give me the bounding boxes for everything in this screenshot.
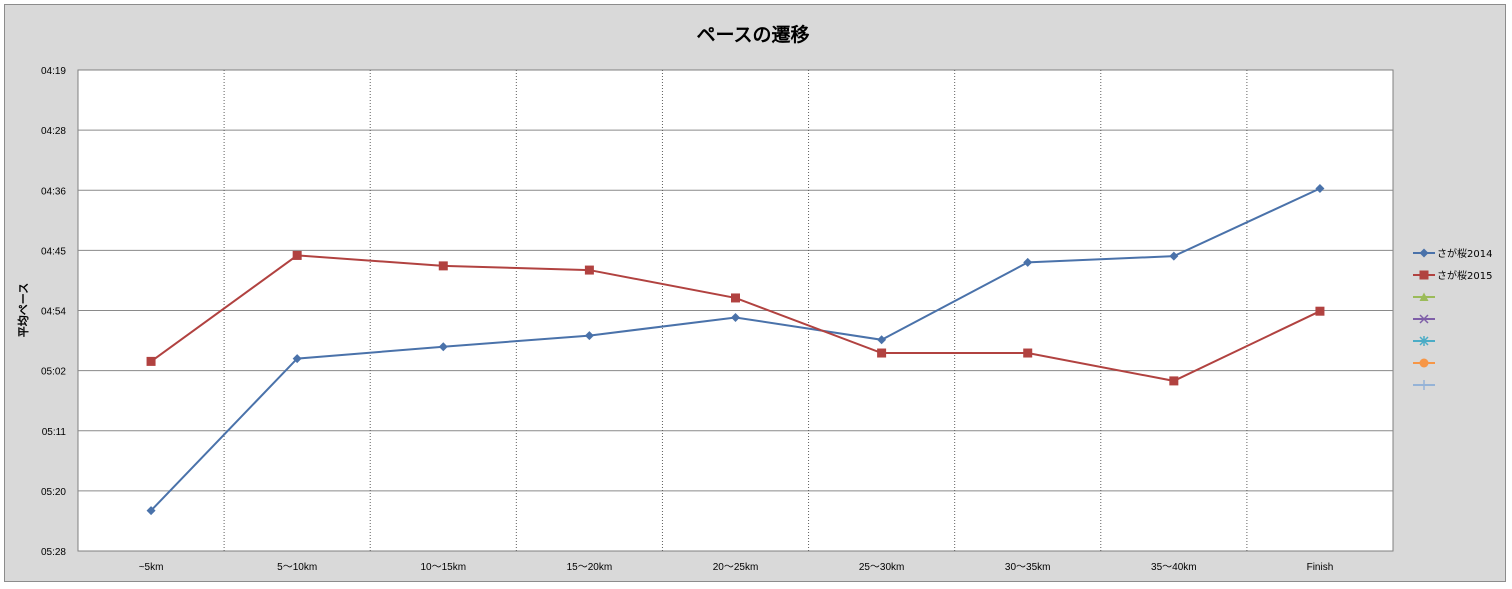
chart-area: ペースの遷移 04:19 04:28 04:36 04:45 04:54 05:02 05:… bbox=[4, 4, 1506, 582]
legend-marker bbox=[1419, 380, 1429, 390]
legend-marker bbox=[1419, 292, 1429, 301]
legend-marker bbox=[1419, 248, 1429, 258]
series-1-point bbox=[584, 331, 594, 341]
series-1-point bbox=[877, 335, 887, 345]
x-tick-label: 15～20km bbox=[567, 562, 613, 573]
y-tick-label: 04:28 bbox=[41, 126, 66, 137]
grid-lines bbox=[78, 70, 1393, 551]
x-tick-label: ~5km bbox=[139, 562, 164, 573]
series-2-point bbox=[1023, 348, 1033, 358]
legend-marker bbox=[1419, 270, 1429, 280]
y-tick-label: 04:54 bbox=[41, 307, 66, 318]
legend-label-1: さが桜2014 bbox=[1437, 247, 1492, 260]
x-tick-label: 35～40km bbox=[1151, 562, 1197, 573]
y-tick-label: 04:45 bbox=[41, 246, 66, 257]
series-2-point bbox=[146, 356, 156, 366]
x-tick-label: 5～10km bbox=[277, 562, 317, 573]
series-2-point bbox=[1315, 306, 1325, 316]
y-tick-label: 04:19 bbox=[41, 66, 66, 77]
legend-marker bbox=[1419, 358, 1429, 368]
x-tick-label: 30～35km bbox=[1005, 562, 1051, 573]
line-chart: ペースの遷移 04:19 04:28 04:36 04:45 04:54 05:02 05:… bbox=[16, 23, 1492, 573]
x-tick-label: 10～15km bbox=[420, 562, 466, 573]
series-lines bbox=[146, 184, 1325, 516]
legend-marker bbox=[1419, 336, 1429, 346]
series-2-point bbox=[438, 261, 448, 271]
series-2-point bbox=[1169, 376, 1179, 386]
series-1-point bbox=[146, 506, 156, 516]
y-tick-label: 05:11 bbox=[42, 427, 67, 438]
chart-title: ペースの遷移 bbox=[696, 23, 809, 46]
y-tick-label: 05:28 bbox=[41, 547, 66, 558]
x-tick-label: 25～30km bbox=[859, 562, 905, 573]
y-axis-label: 平均ペース bbox=[16, 283, 30, 337]
series-2-point bbox=[292, 250, 302, 260]
y-tick-label: 04:36 bbox=[41, 186, 66, 197]
series-1-point bbox=[438, 342, 448, 352]
series-1-point bbox=[292, 354, 302, 364]
series-1-point bbox=[1315, 184, 1325, 194]
series-2-point bbox=[731, 293, 740, 303]
axis-ticks: 04:19 04:28 04:36 04:45 04:54 05:02 05:11 05:20… bbox=[41, 66, 1333, 573]
series-2-point bbox=[584, 265, 594, 275]
x-tick-label: Finish bbox=[1307, 562, 1334, 573]
legend-marker bbox=[1419, 314, 1429, 324]
y-tick-label: 05:02 bbox=[41, 367, 66, 378]
series-2-point bbox=[877, 348, 887, 358]
legend-label-2: さが桜2015 bbox=[1437, 269, 1492, 282]
y-tick-label: 05:20 bbox=[41, 487, 66, 498]
x-tick-label: 20～25km bbox=[713, 562, 759, 573]
series-1-point bbox=[1169, 251, 1179, 261]
legend: さが桜2014 さが桜2015 bbox=[1413, 247, 1492, 390]
series-1-point bbox=[731, 312, 740, 322]
